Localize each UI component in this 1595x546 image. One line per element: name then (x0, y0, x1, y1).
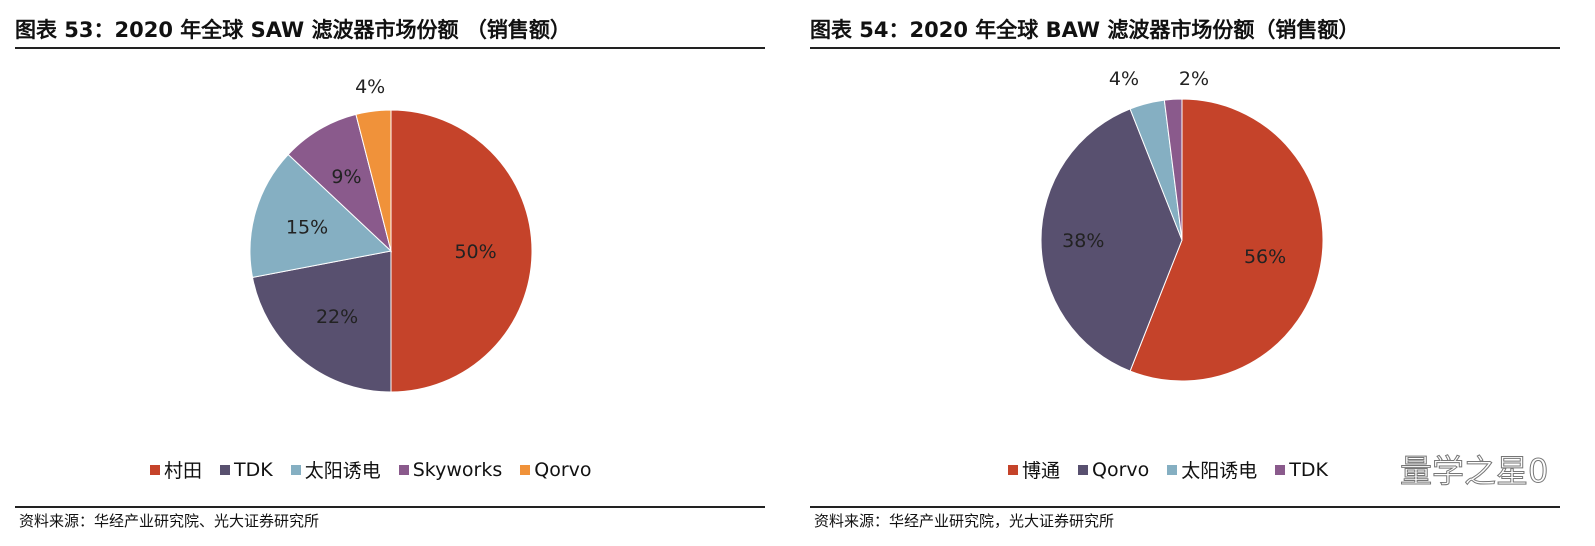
pie-slice-Skyworks (287, 113, 392, 253)
legend-item: 太阳诱电 (1167, 456, 1257, 483)
legend-label: Qorvo (534, 458, 592, 481)
legend-item: Skyworks (398, 456, 503, 483)
data-label: 56% (1244, 246, 1286, 268)
legend-swatch (520, 464, 531, 475)
legend-swatch (220, 464, 231, 475)
divider (810, 47, 1560, 49)
pie-slice-TDK (251, 250, 392, 393)
chart-panel-saw: 图表 53：2020 年全球 SAW 滤波器市场份额 （销售额） 50% 22% 1… (15, 0, 765, 546)
legend-label: Skyworks (412, 458, 503, 481)
chart-title: 图表 53：2020 年全球 SAW 滤波器市场份额 （销售额） (15, 18, 571, 42)
data-label: 9% (331, 166, 361, 188)
legend-swatch (398, 464, 409, 475)
divider (810, 506, 1560, 508)
legend-swatch (150, 464, 160, 475)
legend: 博通 Qorvo 太阳诱电 TDK (1008, 456, 1328, 483)
legend-item: Qorvo (1078, 456, 1149, 483)
legend-item: TDK (1275, 456, 1328, 483)
legend-item: Qorvo (520, 456, 592, 483)
data-label: 38% (1062, 230, 1104, 252)
legend-item: 太阳诱电 (290, 456, 381, 483)
pie-slice-博通 (1129, 98, 1324, 382)
watermark: 量学之星0 (1399, 452, 1549, 491)
legend-swatch (290, 464, 301, 475)
pie-chart-baw: 56% 38% 4% 2% (1040, 68, 1324, 382)
pie-chart-saw: 50% 22% 15% 9% 4% (249, 76, 533, 393)
legend-item: 博通 (1008, 456, 1060, 483)
pie-slice-村田 (390, 109, 533, 393)
legend-label: 博通 (1022, 460, 1061, 482)
pie-slice-TDK (1163, 98, 1183, 241)
data-label: 4% (355, 76, 385, 98)
chart-title: 图表 54：2020 年全球 BAW 滤波器市场份额（销售额） (810, 18, 1360, 42)
legend-swatch (1275, 464, 1286, 475)
data-label: 4% (1109, 68, 1139, 90)
legend-label: TDK (234, 458, 273, 481)
legend-label: Qorvo (1092, 458, 1150, 481)
legend-item: 村田 (150, 456, 202, 483)
legend-swatch (1008, 464, 1018, 475)
data-label: 50% (454, 241, 496, 263)
divider (15, 506, 765, 508)
legend: 村田 TDK 太阳诱电 Skyworks Qorvo (150, 456, 592, 483)
legend-label: 太阳诱电 (304, 460, 381, 482)
pie-slice-Qorvo (355, 109, 392, 252)
data-label: 15% (286, 217, 328, 239)
data-label: 22% (316, 306, 358, 328)
legend-label: 太阳诱电 (1181, 460, 1258, 482)
pie-slice-太阳诱电 (249, 153, 393, 279)
legend-label: 村田 (164, 460, 203, 482)
source-note: 资料来源：华经产业研究院、光大证券研究所 (19, 512, 320, 530)
legend-item: TDK (220, 456, 273, 483)
data-label: 2% (1179, 68, 1209, 90)
pie-slice-Qorvo (1040, 108, 1183, 372)
chart-panel-baw: 图表 54：2020 年全球 BAW 滤波器市场份额（销售额） 56% 38% 4%… (810, 0, 1560, 546)
divider (15, 47, 765, 49)
source-note: 资料来源：华经产业研究院，光大证券研究所 (814, 512, 1115, 530)
legend-swatch (1078, 464, 1089, 475)
legend-label: TDK (1289, 458, 1328, 481)
legend-swatch (1167, 464, 1178, 475)
